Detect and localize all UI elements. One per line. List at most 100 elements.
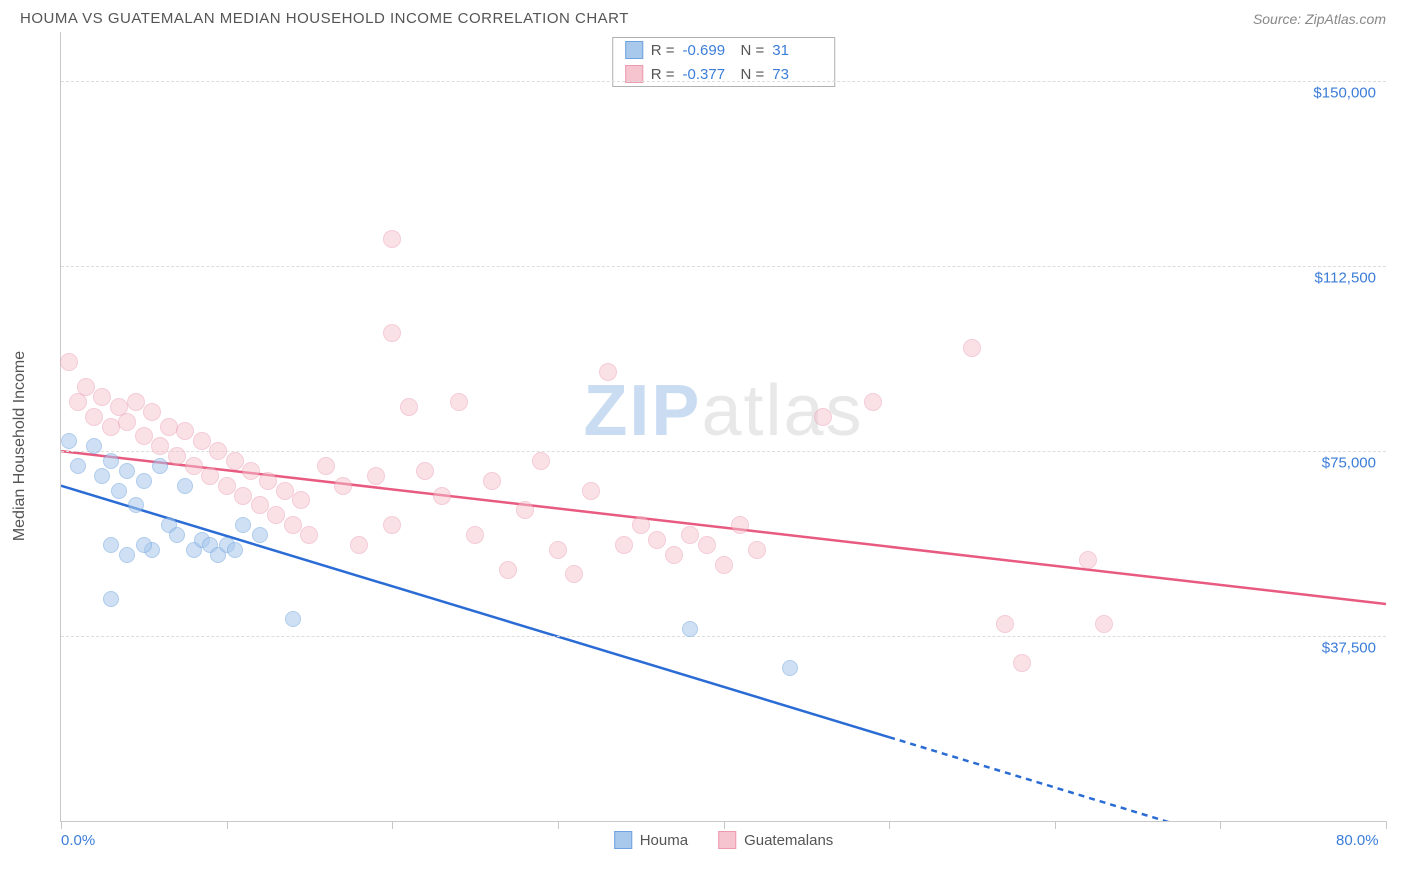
- scatter-point: [118, 413, 136, 431]
- scatter-point: [60, 353, 78, 371]
- scatter-point: [367, 467, 385, 485]
- scatter-point: [234, 487, 252, 505]
- y-tick-label: $150,000: [1313, 85, 1376, 102]
- scatter-point: [1013, 654, 1031, 672]
- scatter-point: [565, 565, 583, 583]
- scatter-point: [864, 393, 882, 411]
- legend-bottom: Houma Guatemalans: [614, 831, 834, 849]
- scatter-point: [483, 472, 501, 490]
- scatter-point: [400, 398, 418, 416]
- scatter-point: [169, 527, 185, 543]
- scatter-point: [267, 506, 285, 524]
- scatter-point: [119, 547, 135, 563]
- chart-header: HOUMA VS GUATEMALAN MEDIAN HOUSEHOLD INC…: [10, 10, 1396, 32]
- scatter-point: [185, 457, 203, 475]
- scatter-point: [127, 393, 145, 411]
- scatter-point: [103, 537, 119, 553]
- scatter-point: [136, 473, 152, 489]
- scatter-point: [782, 660, 798, 676]
- scatter-point: [682, 621, 698, 637]
- scatter-point: [160, 418, 178, 436]
- scatter-point: [285, 611, 301, 627]
- scatter-point: [135, 427, 153, 445]
- swatch-guatemalans: [625, 65, 643, 83]
- scatter-point: [86, 438, 102, 454]
- y-axis-title: Median Household Income: [11, 351, 29, 541]
- scatter-point: [383, 516, 401, 534]
- x-tick: [1220, 821, 1221, 829]
- swatch-houma: [614, 831, 632, 849]
- scatter-point: [1079, 551, 1097, 569]
- x-tick: [1055, 821, 1056, 829]
- scatter-point: [235, 517, 251, 533]
- n-label: N =: [741, 42, 765, 59]
- scatter-point: [242, 462, 260, 480]
- scatter-point: [152, 458, 168, 474]
- y-tick-label: $112,500: [1315, 270, 1376, 287]
- scatter-point: [102, 418, 120, 436]
- scatter-point: [201, 467, 219, 485]
- scatter-point: [350, 536, 368, 554]
- scatter-point: [259, 472, 277, 490]
- trend-line: [889, 737, 1353, 821]
- gridline: [61, 636, 1386, 637]
- x-tick: [227, 821, 228, 829]
- stats-legend-box: R = -0.699 N = 31 R = -0.377 N = 73: [612, 37, 836, 87]
- scatter-point: [615, 536, 633, 554]
- scatter-point: [698, 536, 716, 554]
- scatter-point: [996, 615, 1014, 633]
- scatter-point: [731, 516, 749, 534]
- scatter-point: [128, 497, 144, 513]
- scatter-point: [103, 591, 119, 607]
- scatter-point: [218, 477, 236, 495]
- scatter-point: [416, 462, 434, 480]
- plot-area: ZIPatlas R = -0.699 N = 31 R = -0.377 N …: [60, 32, 1386, 822]
- r-value-guatemalans: -0.377: [683, 66, 733, 83]
- scatter-point: [466, 526, 484, 544]
- x-tick-label: 80.0%: [1336, 832, 1379, 849]
- scatter-point: [599, 363, 617, 381]
- scatter-point: [176, 422, 194, 440]
- scatter-point: [715, 556, 733, 574]
- scatter-point: [284, 516, 302, 534]
- scatter-point: [151, 437, 169, 455]
- scatter-point: [433, 487, 451, 505]
- gridline: [61, 451, 1386, 452]
- scatter-point: [648, 531, 666, 549]
- x-tick: [392, 821, 393, 829]
- watermark-zip: ZIP: [583, 371, 701, 451]
- scatter-point: [1095, 615, 1113, 633]
- scatter-point: [209, 442, 227, 460]
- scatter-point: [252, 527, 268, 543]
- y-tick-label: $75,000: [1322, 455, 1376, 472]
- scatter-point: [334, 477, 352, 495]
- scatter-point: [93, 388, 111, 406]
- scatter-point: [681, 526, 699, 544]
- scatter-point: [300, 526, 318, 544]
- x-tick-label: 0.0%: [61, 832, 95, 849]
- stats-row-houma: R = -0.699 N = 31: [613, 38, 835, 62]
- scatter-point: [582, 482, 600, 500]
- scatter-point: [70, 458, 86, 474]
- scatter-point: [499, 561, 517, 579]
- trend-line: [61, 486, 889, 737]
- scatter-point: [226, 452, 244, 470]
- r-value-houma: -0.699: [683, 42, 733, 59]
- scatter-point: [77, 378, 95, 396]
- r-label: R =: [651, 42, 675, 59]
- correlation-chart: HOUMA VS GUATEMALAN MEDIAN HOUSEHOLD INC…: [10, 10, 1396, 882]
- legend-item-houma: Houma: [614, 831, 688, 849]
- scatter-point: [383, 324, 401, 342]
- x-tick: [724, 821, 725, 829]
- scatter-point: [168, 447, 186, 465]
- trend-lines: [61, 32, 1386, 821]
- source-attribution: Source: ZipAtlas.com: [1253, 11, 1386, 27]
- watermark-atlas: atlas: [701, 371, 863, 451]
- scatter-point: [177, 478, 193, 494]
- x-tick: [889, 821, 890, 829]
- scatter-point: [665, 546, 683, 564]
- scatter-point: [748, 541, 766, 559]
- x-tick: [1386, 821, 1387, 829]
- chart-title: HOUMA VS GUATEMALAN MEDIAN HOUSEHOLD INC…: [20, 10, 629, 27]
- scatter-point: [317, 457, 335, 475]
